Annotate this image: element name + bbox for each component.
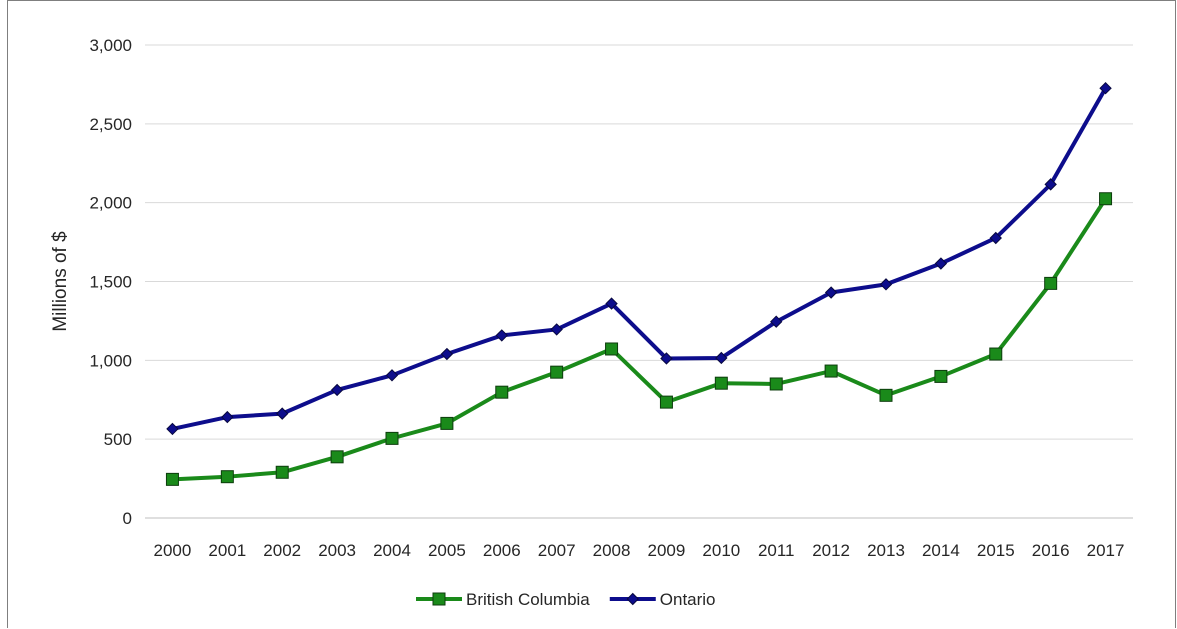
data-point xyxy=(660,352,673,365)
data-point xyxy=(440,347,454,361)
data-point xyxy=(715,351,728,365)
data-point xyxy=(221,410,234,424)
series-line xyxy=(172,87,1108,431)
y-tick-label: 1,000 xyxy=(89,351,132,370)
x-tick-label: 2006 xyxy=(483,541,521,560)
data-point xyxy=(605,297,618,310)
x-tick-label: 2005 xyxy=(428,541,466,560)
data-point xyxy=(879,278,893,291)
data-point xyxy=(495,385,509,399)
x-axis-tick-labels: 2000 2001 2002 2003 2004 2005 2006 2007 2008 2009… xyxy=(154,541,1125,560)
data-point xyxy=(714,376,728,390)
data-point xyxy=(879,388,893,402)
data-point xyxy=(659,395,673,409)
data-point xyxy=(165,472,179,486)
y-axis-tick-labels: 0 500 1,000 1,500 2,000 2,500 3,000 xyxy=(89,36,132,528)
data-point xyxy=(824,286,838,299)
data-point xyxy=(275,465,289,479)
x-tick-label: 2001 xyxy=(208,541,246,560)
x-tick-label: 2012 xyxy=(812,541,850,560)
legend: British Columbia Ontario xyxy=(416,590,716,609)
x-tick-label: 2009 xyxy=(648,541,686,560)
x-tick-label: 2007 xyxy=(538,541,576,560)
x-tick-label: 2002 xyxy=(263,541,301,560)
legend-item: British Columbia xyxy=(416,590,590,609)
data-point xyxy=(989,231,1002,245)
series-british-columbia xyxy=(165,192,1113,486)
data-point xyxy=(330,450,344,464)
x-tick-label: 2004 xyxy=(373,541,411,560)
y-tick-label: 500 xyxy=(104,430,132,449)
data-point xyxy=(934,257,948,270)
data-point xyxy=(605,342,619,356)
legend-item: Ontario xyxy=(609,590,716,609)
data-point xyxy=(385,431,399,445)
data-point xyxy=(769,377,783,391)
series-line xyxy=(172,197,1108,482)
y-tick-label: 0 xyxy=(123,509,132,528)
x-tick-label: 2010 xyxy=(702,541,740,560)
legend-label: Ontario xyxy=(660,590,716,609)
data-point xyxy=(1099,192,1113,206)
y-tick-label: 2,500 xyxy=(89,115,132,134)
y-axis-title: Millions of $ xyxy=(50,231,71,332)
chart-frame xyxy=(7,0,1176,628)
data-point xyxy=(220,470,234,484)
data-point xyxy=(440,416,454,430)
data-point xyxy=(495,329,508,342)
series-layer xyxy=(165,81,1113,486)
data-point xyxy=(1044,276,1058,290)
data-point xyxy=(276,407,289,420)
data-point xyxy=(770,315,783,328)
data-point xyxy=(934,369,948,383)
data-point xyxy=(550,323,563,336)
x-tick-label: 2008 xyxy=(593,541,631,560)
x-tick-label: 2000 xyxy=(154,541,192,560)
legend-label: British Columbia xyxy=(466,590,590,609)
data-point xyxy=(550,365,564,379)
y-tick-label: 3,000 xyxy=(89,36,132,55)
data-point xyxy=(1099,81,1112,95)
x-tick-label: 2015 xyxy=(977,541,1015,560)
data-point xyxy=(989,347,1003,361)
x-tick-label: 2003 xyxy=(318,541,356,560)
data-point xyxy=(432,592,446,606)
data-point xyxy=(824,364,838,378)
x-tick-label: 2017 xyxy=(1087,541,1125,560)
data-point xyxy=(166,422,179,436)
data-point xyxy=(1044,178,1057,191)
x-tick-label: 2011 xyxy=(758,541,795,560)
y-tick-label: 1,500 xyxy=(89,273,132,292)
data-point xyxy=(330,383,344,397)
data-point xyxy=(385,369,399,382)
x-tick-label: 2016 xyxy=(1032,541,1070,560)
series-ontario xyxy=(166,81,1112,436)
y-tick-label: 2,000 xyxy=(89,194,132,213)
data-point xyxy=(626,592,639,606)
gridlines xyxy=(145,44,1133,519)
x-tick-label: 2014 xyxy=(922,541,960,560)
x-tick-label: 2013 xyxy=(867,541,905,560)
